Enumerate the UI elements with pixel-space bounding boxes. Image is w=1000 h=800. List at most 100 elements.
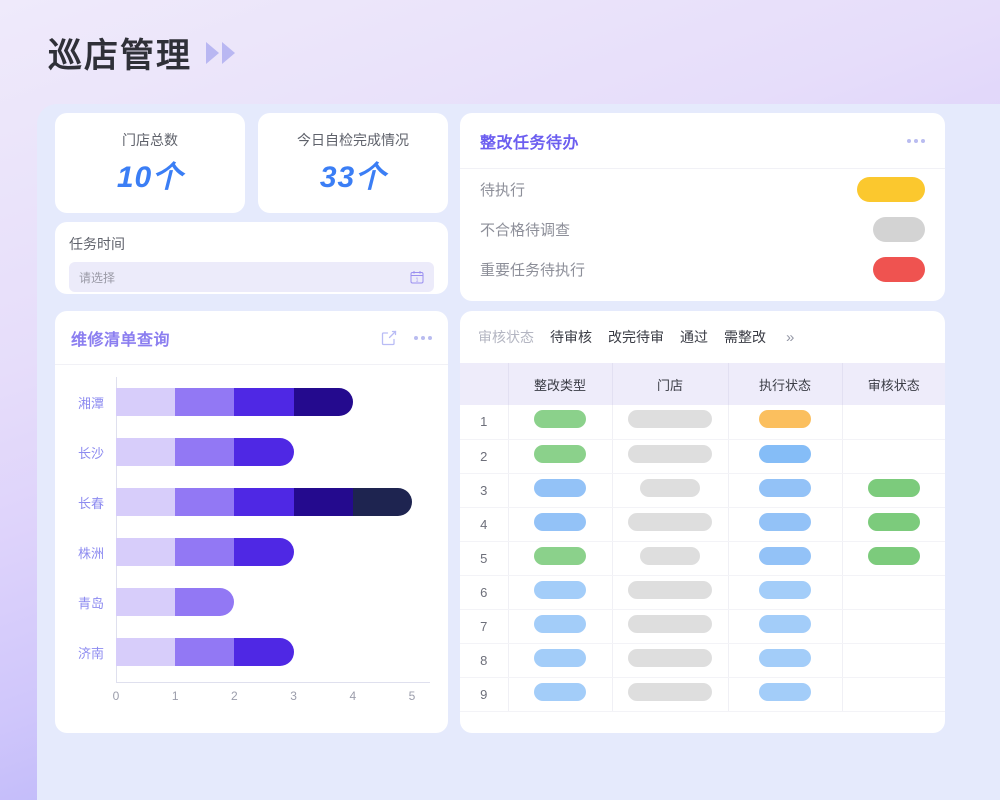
chart-category-label: 济南	[77, 645, 104, 661]
chart-bar-row: 济南	[78, 638, 294, 666]
table-row[interactable]: 2	[460, 439, 945, 474]
todo-row[interactable]: 待执行	[460, 169, 945, 209]
cell-audit-status	[842, 541, 945, 576]
row-index: 9	[460, 677, 509, 712]
chart-bar-segment	[116, 538, 176, 566]
table-header-row: 整改类型 门店 执行状态 审核状态	[460, 363, 945, 405]
table-row[interactable]: 3	[460, 473, 945, 508]
cell-store	[612, 575, 729, 610]
cell-placeholder-pill	[628, 580, 712, 599]
chart-bar-segment	[175, 538, 235, 566]
task-time-date-input[interactable]: 请选择 1	[69, 262, 434, 292]
chart-bar-segment	[116, 488, 176, 516]
cell-audit-status	[842, 609, 945, 644]
chart-bar-segment	[234, 638, 294, 666]
chart-menu-ellipsis-icon[interactable]	[414, 335, 432, 340]
chart-bar-segment	[293, 488, 353, 516]
cell-rectification-type	[508, 405, 613, 440]
page-title: 巡店管理	[48, 37, 192, 75]
chart-bar-stack	[116, 388, 353, 416]
filter-tab-1[interactable]: 改完待审	[608, 329, 664, 345]
chart-bar-segment	[175, 638, 235, 666]
cell-store	[612, 609, 729, 644]
todo-row-value-pill	[857, 176, 925, 202]
chart-bar-stack	[116, 538, 294, 566]
cell-placeholder-pill	[534, 614, 586, 633]
cell-placeholder-pill	[628, 682, 712, 701]
cell-placeholder-pill	[759, 614, 811, 633]
cell-execution-status	[728, 575, 843, 610]
cell-execution-status	[728, 677, 843, 712]
chart-bar-segment	[116, 588, 176, 616]
todo-row[interactable]: 重要任务待执行	[460, 249, 945, 289]
kpi-value: 10个	[116, 161, 184, 194]
table-column-header: 审核状态	[842, 363, 945, 405]
filter-overflow-icon[interactable]: »	[786, 328, 795, 346]
cell-rectification-type	[508, 677, 613, 712]
cell-placeholder-pill	[534, 648, 586, 667]
share-export-icon[interactable]	[380, 329, 398, 347]
chart-bar-stack	[116, 488, 412, 516]
table-row[interactable]: 7	[460, 609, 945, 644]
table-row[interactable]: 4	[460, 507, 945, 542]
cell-placeholder-pill	[628, 648, 712, 667]
cell-placeholder-pill	[759, 478, 811, 497]
date-placeholder: 请选择	[79, 270, 116, 285]
table-row[interactable]: 5	[460, 541, 945, 576]
cell-placeholder-pill	[534, 580, 586, 599]
cell-placeholder-pill	[534, 410, 586, 429]
x-axis-ticks: 0 1 2 3 4 5	[113, 689, 416, 707]
y-axis-line	[116, 377, 117, 683]
filter-tab-2[interactable]: 通过	[680, 329, 708, 345]
row-index: 8	[460, 643, 509, 678]
todo-title: 整改任务待办	[480, 134, 580, 152]
kpi-value: 33个	[319, 161, 387, 194]
todo-row-label: 待执行	[480, 181, 526, 199]
cell-execution-status	[728, 439, 843, 474]
cell-placeholder-pill	[534, 512, 586, 531]
chart-category-label: 湘潭	[77, 395, 104, 411]
chart-bar-segment	[116, 638, 176, 666]
cell-audit-status	[842, 439, 945, 474]
cell-placeholder-pill	[640, 546, 700, 565]
row-index: 4	[460, 507, 509, 542]
filter-tab-0[interactable]: 待审核	[550, 329, 592, 345]
task-time-label: 任务时间	[69, 236, 125, 252]
table-row[interactable]: 1	[460, 405, 945, 440]
chart-bar-segment	[175, 438, 235, 466]
cell-audit-status	[842, 677, 945, 712]
cell-placeholder-pill	[628, 614, 712, 633]
todo-row[interactable]: 不合格待调查	[460, 209, 945, 249]
row-index: 3	[460, 473, 509, 508]
cell-store	[612, 677, 729, 712]
chart-category-label: 长春	[77, 495, 104, 511]
cell-store	[612, 507, 729, 542]
chart-bar-segment	[116, 438, 176, 466]
table-row[interactable]: 8	[460, 643, 945, 678]
cell-store	[612, 405, 729, 440]
cell-placeholder-pill	[534, 478, 586, 497]
cell-rectification-type	[508, 541, 613, 576]
cell-audit-status	[842, 405, 945, 440]
kpi-card-today-selfcheck: 今日自检完成情况 33个	[258, 113, 448, 213]
cell-execution-status	[728, 643, 843, 678]
chart-bar-segment	[234, 438, 294, 466]
table-column-header: 整改类型	[508, 363, 613, 405]
row-index: 5	[460, 541, 509, 576]
cell-execution-status	[728, 507, 843, 542]
table-row[interactable]: 9	[460, 677, 945, 712]
table-row[interactable]: 6	[460, 575, 945, 610]
chart-bar-segment	[175, 588, 235, 616]
cell-execution-status	[728, 541, 843, 576]
todo-menu-ellipsis-icon[interactable]	[907, 138, 925, 143]
filter-tab-3[interactable]: 需整改	[724, 329, 766, 345]
chart-bar-stack	[116, 638, 294, 666]
chart-bar-stack	[116, 438, 294, 466]
todo-list: 待执行不合格待调查 重要任务待执行	[460, 169, 945, 289]
x-axis-line	[116, 682, 430, 683]
cell-placeholder-pill	[640, 478, 700, 497]
double-triangle-right-icon	[206, 41, 235, 64]
kpi-card-total-stores: 门店总数 10个	[55, 113, 245, 213]
